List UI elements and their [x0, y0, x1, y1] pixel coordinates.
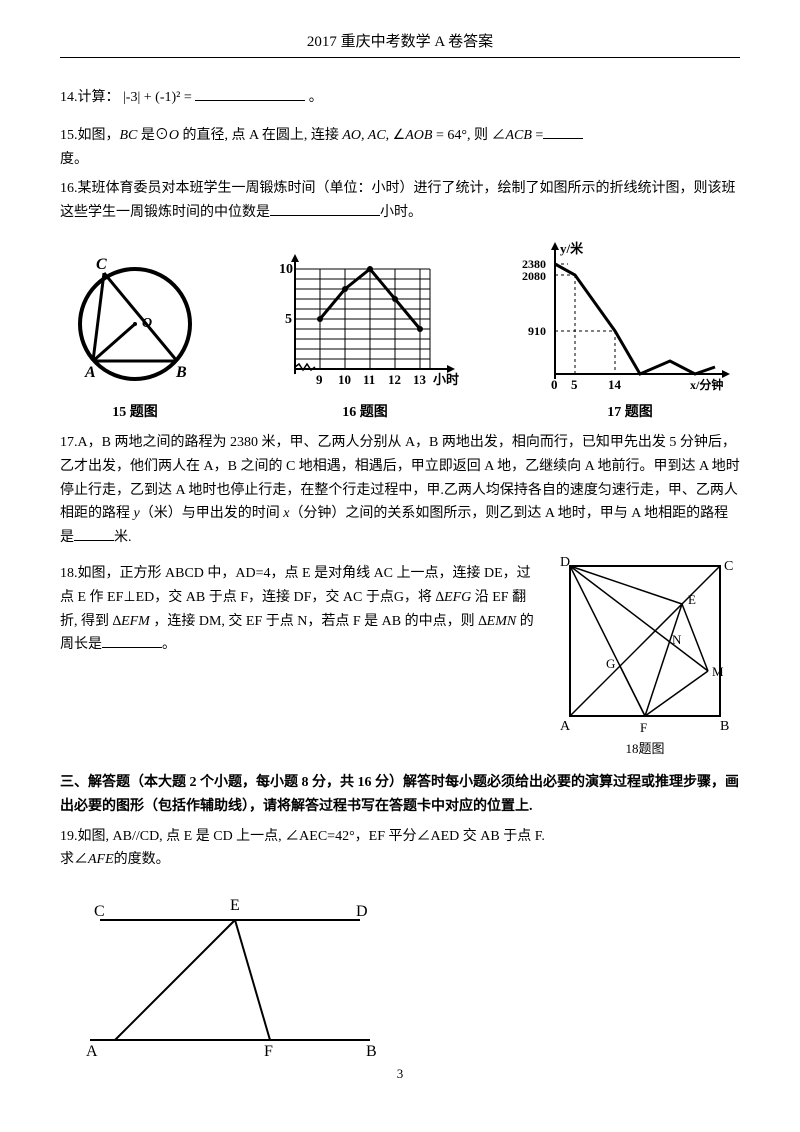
figure-15: A B C O 15 题图	[60, 249, 210, 421]
figure-18: A B C D E F G M N 18题图	[550, 556, 740, 757]
section-3-heading: 三、解答题（本大题 2 个小题，每小题 8 分，共 16 分）解答时每小题必须给…	[60, 771, 740, 819]
fig16-svg: 10 5 9 10 11 12 13 小时	[265, 249, 465, 399]
q19-l2a: 求∠	[60, 852, 88, 867]
fig19-b: B	[366, 1043, 377, 1060]
q18-f: EMN	[487, 614, 517, 629]
fig15-label-c: C	[96, 256, 107, 273]
fig16-x1: 10	[338, 372, 351, 387]
fig17-caption: 17 题图	[520, 401, 740, 421]
fig17-y1: 2080	[522, 269, 546, 283]
question-18: 18.如图，正方形 ABCD 中，AD=4，点 E 是对角线 AC 上一点，连接…	[60, 562, 540, 657]
fig17-x0: 0	[551, 377, 558, 392]
fig19-e: E	[230, 897, 240, 914]
q17-c: （米）与甲出发的时间	[140, 506, 284, 521]
q19-line1: 19.如图, AB//CD, 点 E 是 CD 上一点, ∠AEC=42°，EF…	[60, 829, 545, 844]
fig15-svg: A B C O	[60, 249, 210, 399]
q15-j: ACB	[505, 128, 531, 143]
q14-prefix: 14.计算：	[60, 90, 120, 105]
fig19-d: D	[356, 903, 368, 920]
fig16-x0: 9	[316, 372, 323, 387]
q15-blank	[543, 124, 583, 139]
q18-d: EFM	[121, 614, 150, 629]
q18-suffix: 。	[162, 637, 176, 652]
q15-h: AOB	[405, 128, 432, 143]
question-16: 16.某班体育委员对本班学生一周锻炼时间（单位：小时）进行了统计，绘制了如图所示…	[60, 177, 740, 225]
fig16-x3: 12	[388, 372, 401, 387]
fig16-x2: 11	[363, 372, 375, 387]
q15-k: =	[532, 128, 543, 143]
fig17-y2: 910	[528, 324, 546, 338]
fig18-a: A	[560, 719, 571, 734]
q15-d: O	[169, 128, 179, 143]
question-15: 15.如图，BC 是⊙O 的直径, 点 A 在圆上, 连接 AO, AC, ∠A…	[60, 124, 740, 172]
fig16-ymax: 10	[279, 262, 293, 277]
fig18-b: B	[720, 719, 729, 734]
fig17-ylabel: y/米	[560, 241, 584, 256]
header-rule	[60, 57, 740, 58]
figure-16: 10 5 9 10 11 12 13 小时 16 题图	[265, 249, 465, 421]
fig15-label-o: O	[142, 316, 152, 331]
fig17-svg: 2380 2080 910 y/米 0 5 14 x/分钟	[520, 239, 740, 399]
fig18-g: G	[606, 656, 615, 671]
fig16-x4: 13	[413, 372, 427, 387]
q15-end: 度。	[60, 152, 88, 167]
q15-b: BC	[120, 128, 138, 143]
q19-l2b: AFE	[88, 852, 114, 867]
q18-e: ，连接 DM, 交 EF 于点 N，若点 F 是 AB 的中点，则 ∆	[150, 614, 487, 629]
fig19-f: F	[264, 1043, 273, 1060]
q16-blank	[270, 201, 380, 216]
fig18-svg: A B C D E F G M N	[550, 556, 740, 736]
figure-row: A B C O 15 题图	[60, 239, 740, 421]
q15-a: 15.如图，	[60, 128, 120, 143]
fig18-d: D	[560, 556, 570, 570]
q14-blank	[195, 86, 305, 101]
fig19-c: C	[94, 903, 105, 920]
q15-g: , ∠	[386, 128, 406, 143]
figure-19: C D E A B F	[60, 880, 740, 1060]
q17-blank	[74, 526, 114, 541]
question-17: 17.A，B 两地之间的路程为 2380 米，甲、乙两人分别从 A，B 两地出发…	[60, 431, 740, 550]
fig19-a: A	[86, 1043, 98, 1060]
fig16-ymid: 5	[285, 312, 292, 327]
fig18-n: N	[672, 632, 682, 647]
q15-i: = 64°, 则 ∠	[432, 128, 505, 143]
fig15-label-a: A	[84, 364, 96, 381]
fig18-caption: 18题图	[550, 738, 740, 757]
question-18-row: 18.如图，正方形 ABCD 中，AD=4，点 E 是对角线 AC 上一点，连接…	[60, 556, 740, 757]
question-14: 14.计算： |-3| + (-1)² = 。	[60, 86, 740, 110]
q15-e: 的直径, 点 A 在圆上, 连接	[179, 128, 342, 143]
q19-l2c: 的度数。	[114, 852, 170, 867]
q16-suffix: 小时。	[380, 205, 422, 220]
exam-page: 2017 重庆中考数学 A 卷答案 14.计算： |-3| + (-1)² = …	[0, 0, 800, 1102]
q17-suffix: 米.	[114, 530, 132, 545]
fig17-x2: 14	[608, 377, 622, 392]
fig18-c: C	[724, 559, 733, 574]
q14-formula: |-3| + (-1)² =	[123, 90, 192, 105]
q14-suffix: 。	[309, 90, 323, 105]
fig18-m: M	[712, 664, 724, 679]
q18-b: EFG	[444, 590, 471, 605]
figure-17: 2380 2080 910 y/米 0 5 14 x/分钟 17 题图	[520, 239, 740, 421]
fig17-xunit: x/分钟	[690, 377, 723, 392]
page-title: 2017 重庆中考数学 A 卷答案	[60, 30, 740, 51]
fig18-e: E	[688, 592, 696, 607]
page-number: 3	[60, 1066, 740, 1082]
fig15-caption: 15 题图	[60, 401, 210, 421]
fig16-caption: 16 题图	[265, 401, 465, 421]
question-19: 19.如图, AB//CD, 点 E 是 CD 上一点, ∠AEC=42°，EF…	[60, 825, 740, 873]
fig16-xunit: 小时	[433, 372, 459, 387]
q15-f: AO, AC	[342, 128, 385, 143]
fig17-x1: 5	[571, 377, 578, 392]
fig15-label-b: B	[175, 364, 187, 381]
q18-blank	[102, 633, 162, 648]
fig18-f: F	[640, 720, 647, 735]
fig19-svg: C D E A B F	[60, 880, 400, 1060]
q15-c: 是⊙	[137, 128, 169, 143]
